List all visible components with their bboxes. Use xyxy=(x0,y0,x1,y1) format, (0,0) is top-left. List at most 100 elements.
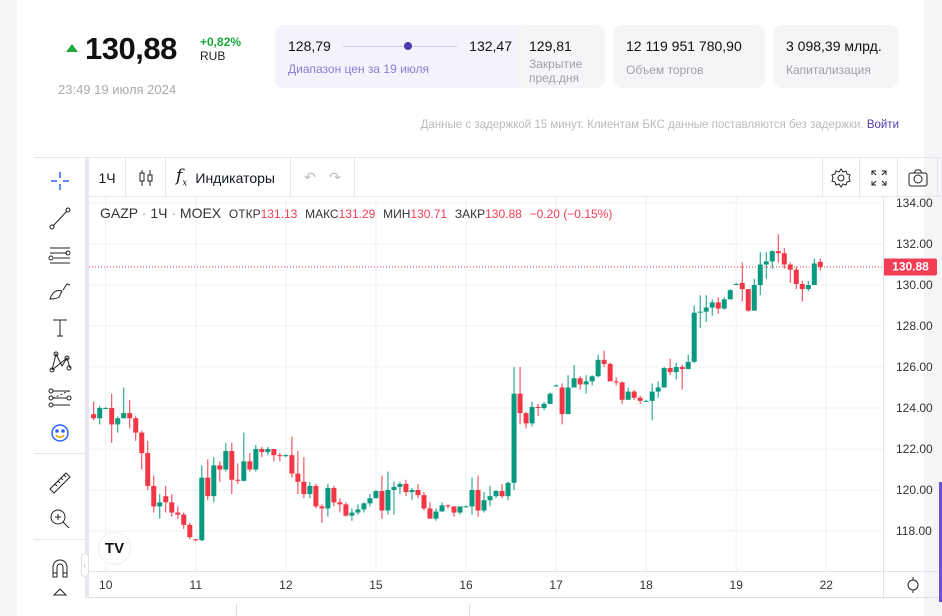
candle-body xyxy=(715,302,721,309)
fx-icon: fx xyxy=(176,166,188,189)
magnet-icon[interactable] xyxy=(44,553,76,583)
time-tick-label: 15 xyxy=(369,578,383,592)
interval-button[interactable]: 1Ч xyxy=(89,158,126,197)
candle-body xyxy=(151,485,157,507)
legend-interval: 1Ч xyxy=(150,205,168,221)
candle-body xyxy=(325,487,331,509)
candle-body xyxy=(637,397,643,401)
chart-type-button[interactable] xyxy=(126,158,166,197)
time-tick-label: 12 xyxy=(279,578,293,592)
candle-body xyxy=(451,506,457,513)
side-scroll-indicator[interactable] xyxy=(939,482,942,602)
candle-body xyxy=(205,477,211,497)
candle-body xyxy=(625,391,631,400)
candles-icon xyxy=(139,169,152,186)
fib-icon[interactable] xyxy=(44,383,76,413)
horizontal-lines-icon[interactable] xyxy=(44,240,76,270)
candle-body xyxy=(697,311,703,313)
candle-body xyxy=(271,449,277,456)
candle-body xyxy=(409,490,415,493)
candle-body xyxy=(463,506,469,508)
candle-body xyxy=(397,483,403,487)
sun-icon xyxy=(907,577,918,593)
capitalization-label: Капитализация xyxy=(786,63,871,77)
time-tick-label: 19 xyxy=(729,578,743,592)
axis-settings-button[interactable] xyxy=(883,572,941,598)
candle-body xyxy=(91,414,97,419)
candle-body xyxy=(787,264,793,270)
eraser-icon[interactable] xyxy=(44,586,76,598)
candle-body xyxy=(709,302,715,308)
price-axis[interactable]: 134.00 132.00 130.00 128.00 126.00 124.00 122.… xyxy=(883,196,941,571)
candle-body xyxy=(511,393,517,483)
candle-body xyxy=(217,465,223,470)
toolbar-separator[interactable] xyxy=(85,158,89,598)
candle-body xyxy=(559,387,565,415)
fullscreen-icon xyxy=(871,170,886,185)
candle-body xyxy=(529,406,535,424)
chart-plot-area[interactable] xyxy=(89,197,883,571)
drawing-toolbar xyxy=(34,158,85,598)
collapse-toolbar-button[interactable]: ‹ xyxy=(81,553,89,577)
candle-body xyxy=(739,282,745,290)
volume-label: Объем торгов xyxy=(626,63,704,77)
candle-body xyxy=(175,512,181,515)
candle-body xyxy=(667,368,673,373)
chart-top-toolbar: 1Ч fx Индикаторы ↶ ↷ xyxy=(89,158,941,197)
ruler-icon[interactable] xyxy=(44,468,76,498)
candle-body xyxy=(553,385,559,387)
candle-body xyxy=(805,285,811,290)
candle-body xyxy=(733,283,739,285)
brush-icon[interactable] xyxy=(44,276,76,306)
candle-body xyxy=(649,391,655,401)
candle-body xyxy=(391,486,397,490)
redo-icon[interactable]: ↷ xyxy=(329,169,341,185)
candle-body xyxy=(307,485,313,495)
candle-body xyxy=(547,393,553,404)
candle-body xyxy=(781,253,787,265)
fullscreen-button[interactable] xyxy=(860,158,898,197)
candle-body xyxy=(475,490,481,511)
emoji-icon[interactable] xyxy=(44,418,76,448)
candle-body xyxy=(355,509,361,513)
candle-body xyxy=(373,491,379,499)
candle-body xyxy=(193,539,199,541)
settings-button[interactable] xyxy=(822,158,860,197)
candle-body xyxy=(721,299,727,309)
candle-body xyxy=(679,367,685,370)
candle-body xyxy=(745,289,751,311)
candle-body xyxy=(457,506,463,513)
trend-line-icon[interactable] xyxy=(44,203,76,233)
login-link[interactable]: Войти xyxy=(866,119,899,131)
settings-icon xyxy=(831,167,851,188)
crosshair-icon[interactable] xyxy=(44,166,76,196)
pattern-icon[interactable] xyxy=(44,347,76,377)
candle-body xyxy=(157,502,163,507)
candle-body xyxy=(349,512,355,516)
candle-body xyxy=(811,263,817,285)
change-percent: +0,82% xyxy=(200,35,242,49)
candle-body xyxy=(367,498,373,504)
interval-label: 1Ч xyxy=(98,169,116,186)
time-axis[interactable]: 10 11 12 15 16 17 18 19 22 xyxy=(89,571,941,598)
candle-body xyxy=(643,400,649,402)
candle-body xyxy=(385,490,391,511)
tradingview-logo[interactable]: TV xyxy=(98,532,131,565)
candle-body xyxy=(517,393,523,414)
candlestick-chart[interactable] xyxy=(89,197,883,571)
undo-icon[interactable]: ↶ xyxy=(304,169,316,185)
screenshot-button[interactable] xyxy=(898,158,938,197)
time-tick-label: 10 xyxy=(99,578,113,592)
delay-notice: Данные с задержкой 15 минут. Клиентам БК… xyxy=(421,119,899,131)
candle-body xyxy=(241,461,247,481)
text-icon[interactable] xyxy=(44,312,76,342)
indicators-button[interactable]: fx Индикаторы xyxy=(166,158,291,197)
candle-body xyxy=(181,514,187,525)
candle-body xyxy=(199,477,205,541)
candle-body xyxy=(415,490,421,496)
capitalization-tile: 3 098,39 млрд. Капитализация xyxy=(773,25,899,88)
legend-exchange: MOEX xyxy=(179,205,222,221)
candle-body xyxy=(403,483,409,493)
candle-body xyxy=(421,495,427,509)
zoom-in-icon[interactable] xyxy=(44,504,76,534)
